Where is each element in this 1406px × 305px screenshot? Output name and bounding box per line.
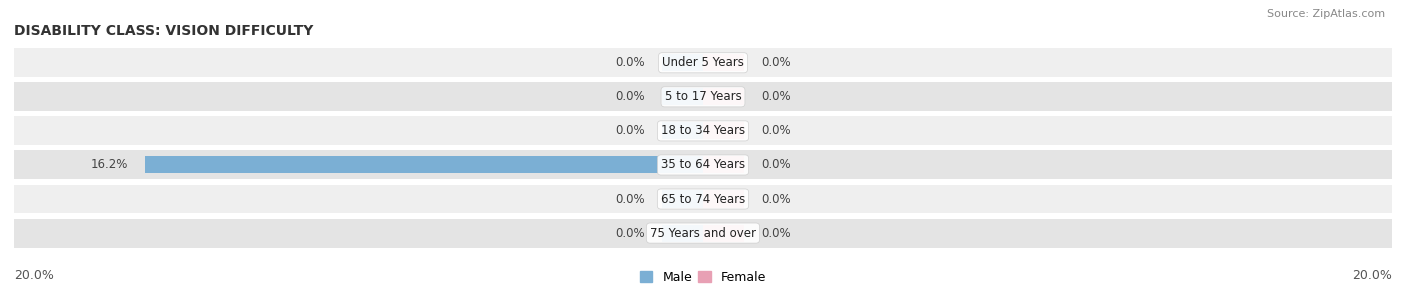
- Text: 0.0%: 0.0%: [762, 124, 792, 137]
- Text: 0.0%: 0.0%: [614, 90, 644, 103]
- Bar: [703, 54, 744, 71]
- Text: 5 to 17 Years: 5 to 17 Years: [665, 90, 741, 103]
- Text: 75 Years and over: 75 Years and over: [650, 227, 756, 239]
- Text: 0.0%: 0.0%: [614, 227, 644, 239]
- Bar: [703, 122, 744, 139]
- Text: 20.0%: 20.0%: [14, 269, 53, 282]
- Text: 0.0%: 0.0%: [614, 56, 644, 69]
- Bar: [662, 224, 703, 242]
- Text: 16.2%: 16.2%: [90, 159, 128, 171]
- Text: 20.0%: 20.0%: [1353, 269, 1392, 282]
- Bar: [703, 191, 744, 207]
- Bar: [14, 219, 1392, 248]
- Bar: [703, 156, 744, 174]
- Bar: [703, 224, 744, 242]
- Bar: [145, 156, 703, 174]
- Bar: [14, 150, 1392, 179]
- Text: Source: ZipAtlas.com: Source: ZipAtlas.com: [1267, 9, 1385, 19]
- Text: 35 to 64 Years: 35 to 64 Years: [661, 159, 745, 171]
- Bar: [14, 48, 1392, 77]
- Bar: [662, 88, 703, 105]
- Legend: Male, Female: Male, Female: [636, 266, 770, 289]
- Text: 0.0%: 0.0%: [762, 90, 792, 103]
- Bar: [14, 82, 1392, 111]
- Text: 0.0%: 0.0%: [614, 192, 644, 206]
- Text: 65 to 74 Years: 65 to 74 Years: [661, 192, 745, 206]
- Bar: [14, 117, 1392, 145]
- Text: 0.0%: 0.0%: [762, 159, 792, 171]
- Bar: [662, 122, 703, 139]
- Bar: [662, 191, 703, 207]
- Bar: [662, 54, 703, 71]
- Bar: [14, 185, 1392, 214]
- Bar: [703, 88, 744, 105]
- Text: 0.0%: 0.0%: [762, 56, 792, 69]
- Text: Under 5 Years: Under 5 Years: [662, 56, 744, 69]
- Text: 0.0%: 0.0%: [614, 124, 644, 137]
- Text: 0.0%: 0.0%: [762, 227, 792, 239]
- Text: 0.0%: 0.0%: [762, 192, 792, 206]
- Text: 18 to 34 Years: 18 to 34 Years: [661, 124, 745, 137]
- Text: DISABILITY CLASS: VISION DIFFICULTY: DISABILITY CLASS: VISION DIFFICULTY: [14, 24, 314, 38]
